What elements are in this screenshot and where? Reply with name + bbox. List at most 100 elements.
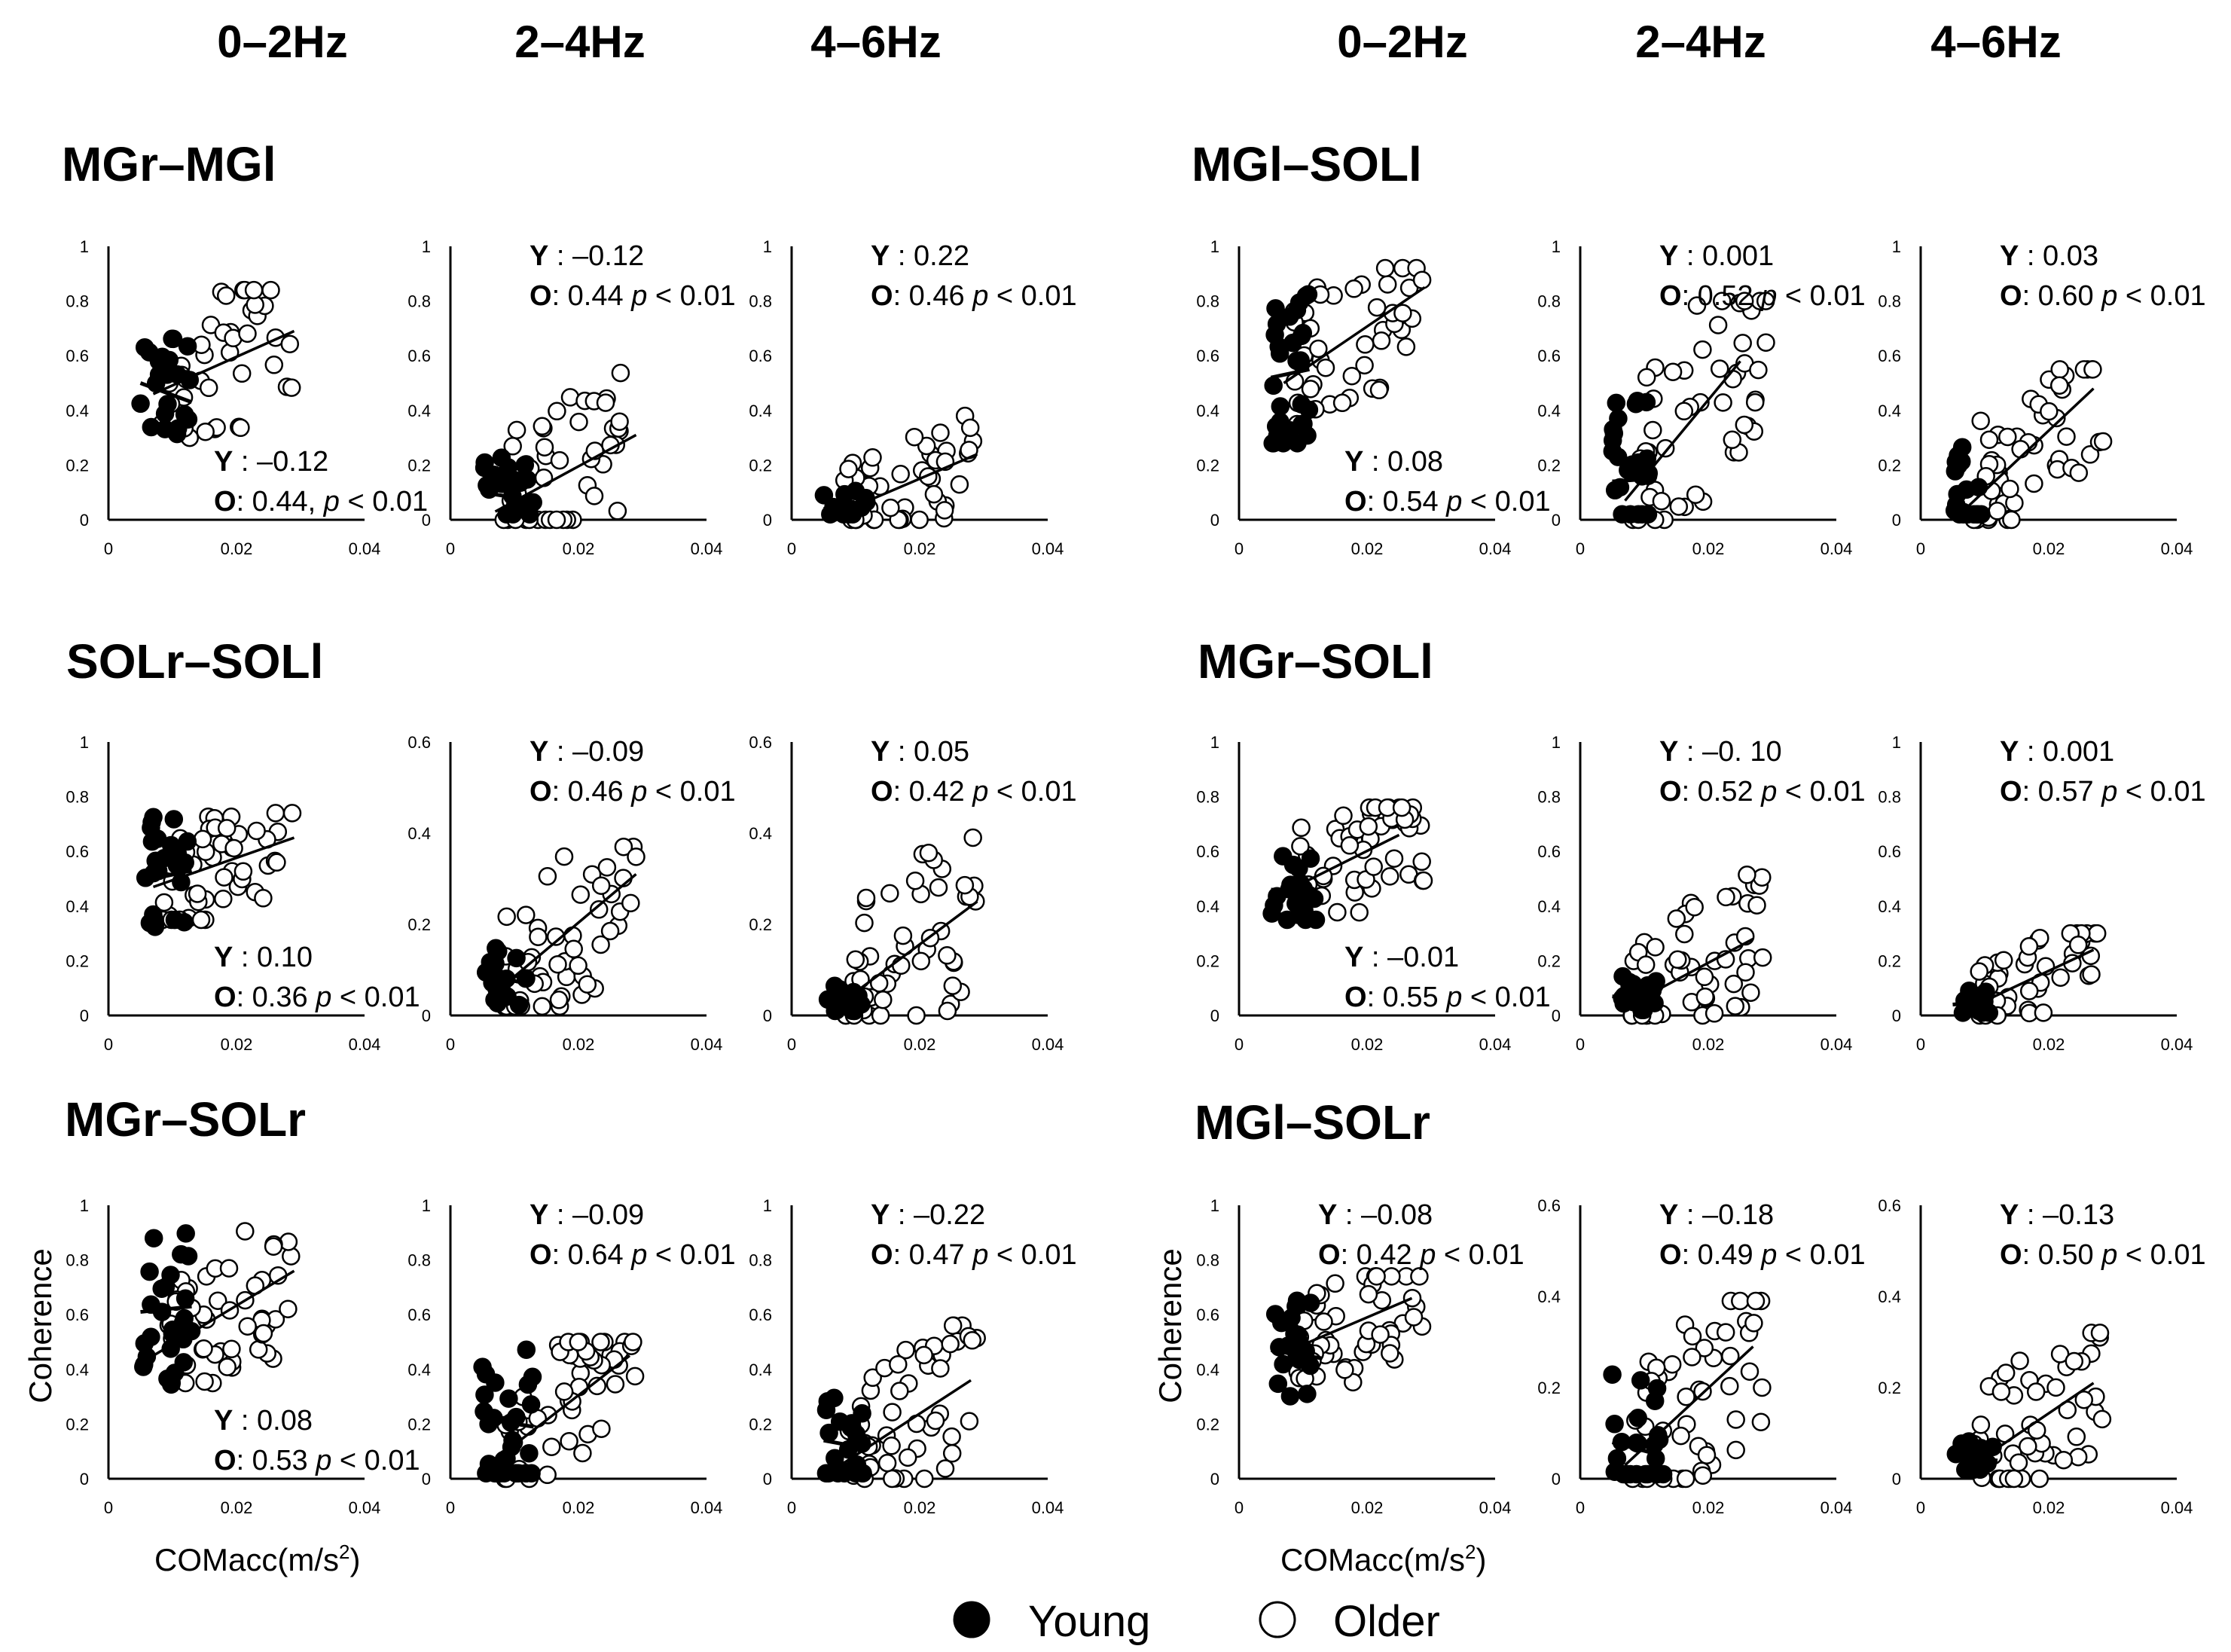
young-point [135, 337, 154, 357]
older-point [1359, 1284, 1378, 1304]
older-point [611, 363, 630, 383]
older-fit-line [835, 900, 978, 1008]
older-point [1656, 438, 1675, 458]
young-point [1289, 293, 1309, 312]
x-tick-label: 0.04 [349, 1498, 381, 1517]
panel-0: 0 0.2 0.4 0.6 0.8 1 0 0.02 0.04 Y : –0.12 O: 0.44,… [66, 237, 428, 558]
older-stat: O: 0.55 p < 0.01 [1344, 982, 1551, 1013]
y-tick-label: 0.6 [66, 347, 89, 365]
older-point [1991, 1382, 2011, 1401]
older-point [627, 847, 645, 866]
y-tick-label: 0.8 [749, 292, 772, 311]
older-point [546, 927, 566, 946]
legend-young-label: Young [1028, 1597, 1150, 1646]
older-fit-line [1964, 948, 2095, 1012]
older-point [1708, 316, 1728, 334]
y-tick-label: 0.8 [1537, 292, 1561, 311]
y-tick-label: 0.2 [66, 456, 89, 475]
older-point [236, 1222, 255, 1241]
older-point [542, 1437, 561, 1456]
y-tick-label: 0.6 [1196, 842, 1219, 861]
panel-6: 0 0.2 0.4 0.6 0.8 1 0 0.02 0.04 Y : 0.10 O: 0.36 p… [66, 733, 420, 1054]
older-point [1726, 1410, 1745, 1429]
older-point [606, 1375, 625, 1394]
older-point [1328, 902, 1347, 922]
young-point [1638, 1464, 1657, 1484]
older-point [154, 893, 174, 912]
young-point [846, 481, 865, 501]
older-point [191, 910, 211, 930]
young-stat: Y : –0.12 [214, 446, 328, 478]
young-point [816, 1464, 836, 1483]
x-tick-label: 0.02 [1351, 1035, 1384, 1054]
y-tick-label: 0.8 [407, 292, 431, 311]
y-tick-label: 0.4 [1537, 897, 1561, 916]
older-point [264, 356, 284, 374]
y-tick-label: 0.8 [1537, 788, 1561, 807]
x-tick-label: 0 [1235, 1035, 1244, 1054]
y-axis-label-left: Coherence [23, 1248, 58, 1403]
older-point [874, 990, 893, 1009]
young-fit-line [1270, 367, 1311, 380]
older-point [1713, 292, 1732, 310]
older-point [911, 951, 931, 971]
young-fit-line [1612, 477, 1651, 484]
x-tick-label: 0.04 [691, 1035, 723, 1054]
older-point [1971, 1415, 1991, 1434]
older-point [1705, 1004, 1724, 1023]
older-point [915, 1469, 934, 1489]
x-tick-label: 0.02 [904, 539, 936, 558]
older-point [1675, 924, 1694, 944]
y-tick-label: 1 [1210, 237, 1219, 256]
older-point [1724, 974, 1744, 994]
older-point [1316, 358, 1335, 377]
older-point [905, 427, 924, 447]
older-point [1402, 1288, 1422, 1308]
y-tick-label: 0.6 [1537, 347, 1561, 365]
older-point [891, 465, 910, 484]
x-tick-label: 0.04 [1479, 539, 1512, 558]
panel-9: 0 0.2 0.4 0.6 0.8 1 0 0.02 0.04 Y : –0.01 O: 0.55 … [1196, 733, 1550, 1054]
young-point [131, 394, 150, 414]
older-point [1710, 359, 1729, 378]
older-stat: O: 0.42 p < 0.01 [1318, 1239, 1524, 1271]
panel-12: 0 0.2 0.4 0.6 0.8 1 0 0.02 0.04 Y : 0.08 O: 0.53 p… [66, 1196, 420, 1517]
young-point [507, 948, 526, 968]
older-point [1663, 362, 1683, 381]
older-point [219, 1259, 239, 1278]
older-point [233, 862, 253, 881]
older-point [839, 460, 858, 478]
pair-title-solr-soll: SOLr–SOLl [66, 634, 323, 689]
y-tick-label: 0.8 [66, 1251, 89, 1270]
young-point [1291, 351, 1310, 370]
young-point [520, 1443, 539, 1463]
older-point [1998, 427, 2017, 447]
older-point [935, 1459, 955, 1478]
older-point [1292, 818, 1311, 838]
older-point [600, 921, 620, 941]
x-tick-label: 0.02 [904, 1035, 936, 1054]
young-point [1946, 462, 1965, 481]
older-point [1668, 950, 1687, 970]
young-stat: Y : 0.001 [2000, 736, 2114, 768]
older-point [264, 1237, 283, 1256]
young-fit-line [482, 973, 528, 986]
older-point [1326, 1274, 1344, 1293]
legend-older-label: Older [1333, 1597, 1440, 1646]
y-tick-label: 0 [763, 1006, 772, 1025]
young-point [1637, 392, 1656, 412]
y-tick-label: 0.6 [1878, 347, 1901, 365]
young-point [1298, 1385, 1317, 1403]
y-tick-label: 0.6 [1537, 842, 1561, 861]
y-tick-label: 0.2 [1537, 1379, 1561, 1397]
young-stat: Y : 0.08 [214, 1405, 313, 1437]
older-point [614, 837, 633, 857]
older-point [1412, 852, 1431, 872]
older-point [1392, 798, 1412, 817]
y-tick-label: 0.2 [66, 1415, 89, 1434]
y-tick-label: 1 [1892, 237, 1901, 256]
older-point [910, 510, 929, 530]
young-point [140, 1262, 159, 1281]
older-point [1662, 1354, 1682, 1374]
older-stat: O: 0.42 p < 0.01 [871, 776, 1077, 808]
